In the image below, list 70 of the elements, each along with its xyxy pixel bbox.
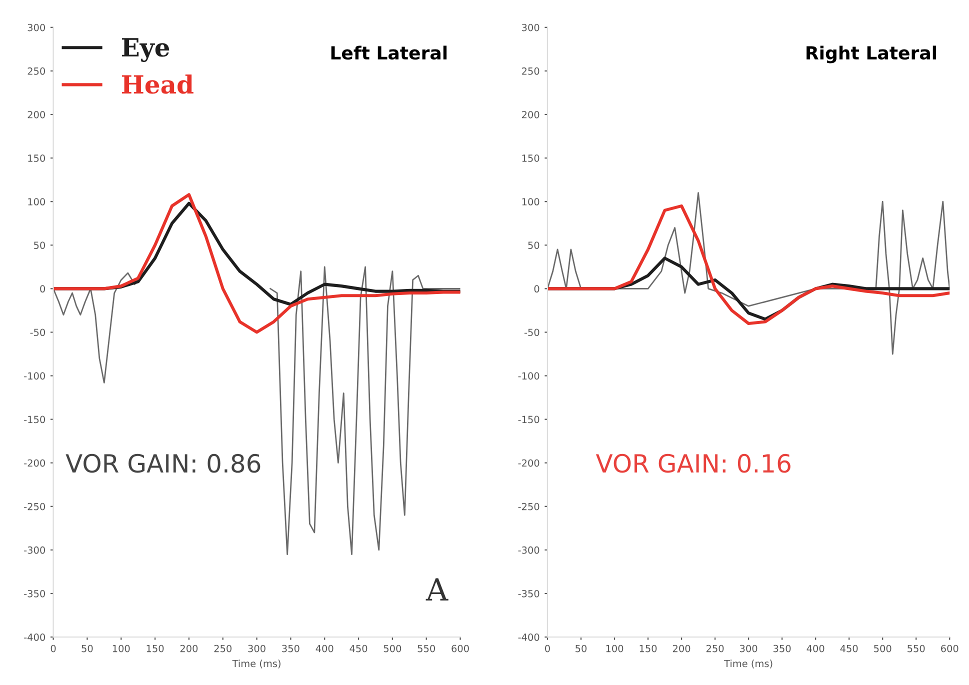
x-tick-label: 450 [350, 644, 368, 652]
y-tick-label: 300 [28, 24, 46, 32]
x-axis-title: Time (ms) [232, 660, 280, 668]
y-tick-label: 150 [28, 154, 46, 162]
x-tick-label: 300 [740, 644, 758, 652]
x-tick-label: 250 [214, 644, 232, 652]
x-tick-label: 450 [840, 644, 858, 652]
x-tick-label: 600 [452, 644, 469, 652]
text: Left Lateral [331, 46, 447, 60]
y-tick-label: 300 [522, 24, 540, 32]
y-tick-label: 150 [522, 154, 540, 162]
line-series [53, 272, 136, 384]
y-tick-label: 250 [28, 67, 46, 75]
y-tick-label: -400 [24, 634, 46, 641]
y-tick-label: 100 [28, 198, 46, 206]
y-tick-label: 0 [534, 285, 540, 293]
y-tick-label: -300 [24, 546, 46, 554]
x-tick-label: 0 [50, 644, 56, 652]
x-tick-label: 50 [82, 644, 93, 652]
line-series [547, 204, 950, 326]
x-tick-label: 100 [606, 644, 624, 652]
y-tick-label: 200 [28, 110, 46, 118]
x-tick-label: 350 [774, 644, 791, 652]
x-tick-label: 0 [545, 644, 550, 652]
line-series [53, 193, 460, 334]
x-tick-label: 550 [908, 644, 925, 652]
y-tick-label: 100 [522, 198, 540, 206]
y-tick-label: -50 [524, 328, 540, 336]
x-tick-label: 200 [672, 644, 690, 652]
y-tick-label: -200 [24, 459, 46, 467]
x-tick-label: 500 [874, 644, 892, 652]
y-tick-label: -50 [30, 328, 46, 336]
x-tick-label: 600 [941, 644, 958, 652]
x-tick-label: 200 [180, 644, 198, 652]
y-tick-label: -250 [518, 502, 540, 510]
x-tick-label: 250 [706, 644, 724, 652]
x-axis-title: Time (ms) [724, 660, 772, 668]
y-tick-label: -350 [24, 590, 46, 598]
line-series [547, 192, 950, 355]
x-tick-label: 350 [282, 644, 300, 652]
x-tick-label: 150 [640, 644, 657, 652]
y-tick-label: -300 [518, 546, 540, 554]
line-series [270, 266, 460, 556]
y-tick-label: 250 [522, 67, 540, 75]
y-tick-label: -150 [24, 416, 46, 424]
legend-label: Head [122, 74, 194, 94]
x-tick-label: 100 [112, 644, 130, 652]
x-tick-label: 150 [146, 644, 164, 652]
text: Right Lateral [806, 46, 936, 64]
y-tick-label: -100 [518, 372, 540, 380]
y-tick-label: -400 [518, 634, 540, 641]
x-tick-label: 400 [806, 644, 824, 652]
y-tick-label: 50 [34, 242, 46, 249]
x-tick-label: 400 [316, 644, 334, 652]
y-tick-label: -350 [518, 590, 540, 598]
y-tick-label: -150 [518, 416, 540, 424]
y-tick-label: -250 [24, 502, 46, 510]
annotation: VOR GAIN: 0.86 [66, 454, 260, 473]
x-tick-label: 550 [418, 644, 435, 652]
annotation: A [426, 578, 448, 600]
x-tick-label: 300 [248, 644, 266, 652]
x-tick-label: 500 [384, 644, 402, 652]
annotation: VOR GAIN: 0.16 [596, 454, 790, 473]
y-tick-label: 0 [40, 285, 46, 293]
y-tick-label: -200 [518, 459, 540, 467]
x-tick-label: 50 [576, 644, 587, 652]
legend-label: Eye [122, 38, 170, 62]
y-tick-label: 200 [522, 110, 540, 118]
y-tick-label: -100 [24, 372, 46, 380]
y-tick-label: 50 [528, 242, 540, 249]
